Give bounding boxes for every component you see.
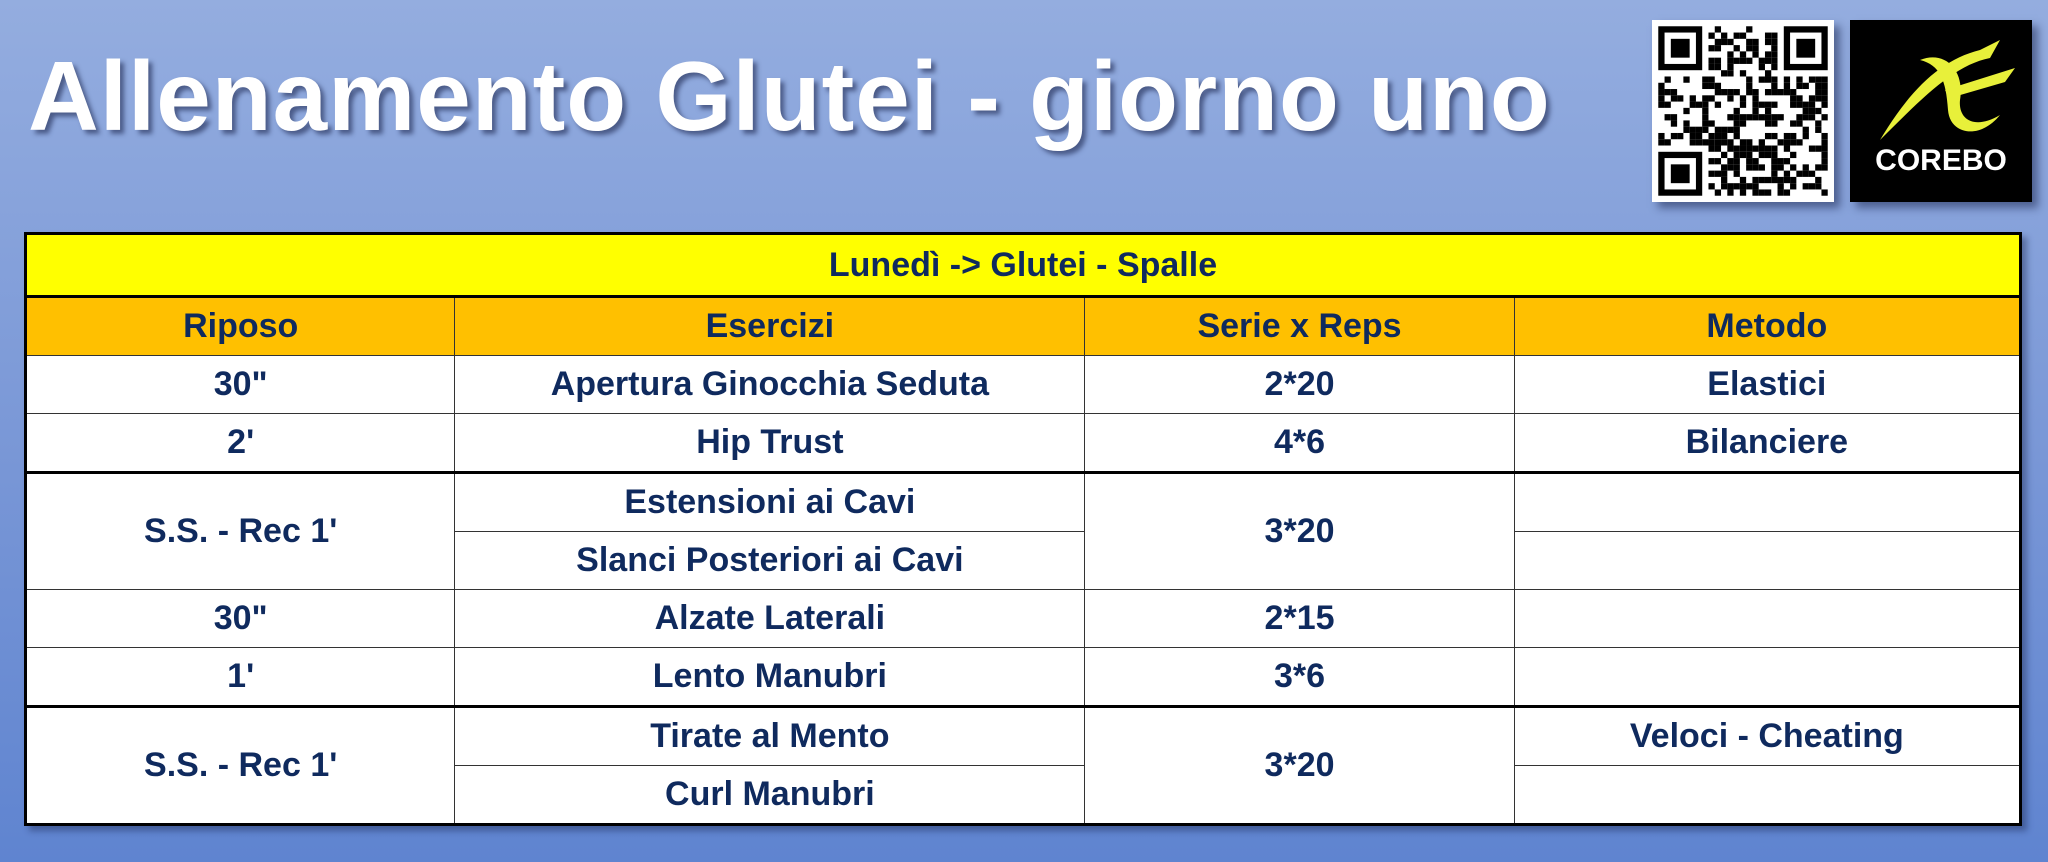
day-header: Lunedì -> Glutei - Spalle [25,233,2021,298]
column-header-riposo: Riposo [24,296,456,356]
workout-table: Lunedì -> Glutei - Spalle Riposo Eserciz… [24,232,2022,826]
column-header-esercizi: Esercizi [454,296,1086,356]
riposo-cell: 1' [24,647,456,707]
table-row: 2' Hip Trust 4*6 Bilanciere [24,413,2022,473]
esercizio-cell: Apertura Ginocchia Seduta [454,355,1086,414]
riposo-cell: S.S. - Rec 1' [24,471,456,590]
esercizio-cell: Tirate al Mento [454,705,1086,766]
metodo-cell [1513,765,2022,825]
metodo-cell [1513,647,2022,707]
serie-cell: 4*6 [1084,413,1515,473]
esercizio-cell: Alzate Laterali [454,589,1086,648]
column-header-serie: Serie x Reps [1084,296,1515,356]
metodo-cell [1513,531,2022,590]
qr-code-icon [1652,20,1834,202]
esercizio-cell: Curl Manubri [454,765,1086,825]
logo-text: COREBO [1875,144,2007,177]
table-row: 30" Alzate Laterali 2*15 [24,589,2022,648]
esercizio-cell: Slanci Posteriori ai Cavi [454,531,1086,590]
riposo-cell: 30" [24,589,456,648]
esercizio-cell: Lento Manubri [454,647,1086,707]
table-row: 1' Lento Manubri 3*6 [24,647,2022,707]
serie-cell: 2*15 [1084,589,1515,648]
metodo-cell: Bilanciere [1513,413,2022,473]
corebo-logo: COREBO [1850,20,2032,202]
metodo-cell: Veloci - Cheating [1513,705,2022,766]
riposo-cell: 2' [24,413,456,473]
table-row: Curl Manubri [26,765,2022,825]
serie-cell: 2*20 [1084,355,1515,414]
corebo-swoosh-icon [1880,40,2015,140]
table-row: S.S. - Rec 1' Estensioni ai Cavi 3*20 [24,471,2022,590]
table-row: 30" Apertura Ginocchia Seduta 2*20 Elast… [24,355,2022,414]
table-row: Slanci Posteriori ai Cavi [26,531,2022,590]
esercizio-cell: Hip Trust [454,413,1086,473]
esercizio-cell: Estensioni ai Cavi [454,471,1086,532]
metodo-cell [1513,589,2022,648]
riposo-cell: S.S. - Rec 1' [24,705,456,825]
serie-cell: 3*6 [1084,647,1515,707]
metodo-cell [1513,471,2022,532]
table-row: S.S. - Rec 1' Tirate al Mento 3*20 Veloc… [24,705,2022,825]
page-title: Allenamento Glutei - giorno uno [28,41,1551,151]
metodo-cell: Elastici [1513,355,2022,414]
serie-cell: 3*20 [1084,705,1515,825]
riposo-cell: 30" [24,355,456,414]
column-header-metodo: Metodo [1513,296,2022,356]
serie-cell: 3*20 [1084,471,1515,590]
